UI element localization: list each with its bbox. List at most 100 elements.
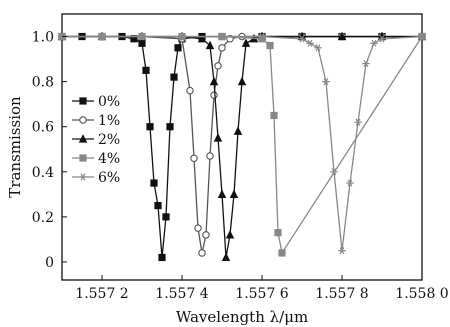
data-point	[138, 32, 146, 41]
y-axis-title: Transmission	[6, 96, 24, 198]
data-point	[158, 253, 166, 262]
star-stroke	[299, 35, 305, 43]
data-point	[205, 40, 215, 50]
data-point	[330, 168, 338, 176]
data-point	[206, 152, 214, 160]
y-tick-label: 0.2	[32, 210, 54, 226]
data-point	[79, 116, 87, 124]
y-tick-label: 0.6	[32, 120, 54, 136]
x-axis-title: Wavelength λ/μm	[176, 308, 308, 326]
data-point	[98, 32, 106, 41]
legend: 0% 1% 2% 4% 6%	[72, 94, 120, 186]
y-tick-label: 0	[45, 255, 54, 271]
legend-label: 4%	[98, 151, 120, 167]
legend-label: 6%	[98, 170, 120, 186]
star-stroke	[323, 78, 329, 86]
data-point	[270, 111, 278, 120]
star-stroke	[331, 168, 337, 176]
data-point	[194, 224, 202, 232]
star-stroke	[99, 32, 105, 41]
star-stroke	[371, 39, 377, 47]
data-point	[233, 126, 243, 135]
data-point	[217, 189, 227, 198]
star-stroke	[219, 32, 225, 41]
data-point	[218, 32, 226, 41]
data-point	[190, 154, 198, 163]
plot-layer	[57, 31, 427, 262]
x-tick-label: 1.557 6	[235, 286, 289, 302]
legend-entry: 0%	[72, 94, 120, 110]
x-tick-label: 1.557 8	[315, 286, 368, 302]
data-point	[142, 66, 150, 74]
star-stroke	[419, 32, 425, 41]
data-point	[221, 252, 231, 262]
data-point	[229, 189, 239, 198]
legend-label: 0%	[98, 94, 120, 110]
data-point	[370, 39, 378, 47]
data-point	[314, 44, 322, 52]
data-point	[418, 32, 426, 41]
data-point	[258, 32, 266, 41]
star-stroke	[379, 35, 385, 43]
legend-label: 1%	[98, 113, 120, 129]
data-point	[170, 73, 178, 81]
data-point	[338, 247, 346, 255]
axes-layer: 1.557 2 1.557 4 1.557 6 1.557 8 1.558 0 0 0.2 0…	[32, 30, 449, 302]
data-point	[186, 86, 194, 95]
y-tick-label: 0.8	[32, 75, 54, 91]
data-point	[162, 213, 170, 221]
data-point	[346, 179, 354, 187]
data-point	[274, 229, 282, 237]
data-point	[237, 76, 247, 86]
data-point	[354, 118, 362, 126]
data-point	[218, 44, 226, 52]
data-point	[225, 230, 235, 239]
data-point	[178, 32, 186, 41]
data-point	[214, 62, 222, 70]
data-point	[213, 133, 223, 142]
data-point	[79, 154, 87, 162]
star-stroke	[355, 118, 361, 126]
data-point	[378, 35, 386, 43]
data-point	[174, 44, 182, 52]
data-point	[362, 60, 370, 68]
data-point	[322, 78, 330, 86]
data-point	[198, 249, 206, 257]
data-point	[337, 31, 347, 41]
data-point	[197, 33, 207, 43]
data-point	[79, 173, 87, 181]
data-point	[298, 35, 306, 43]
data-point	[79, 97, 87, 105]
star-stroke	[80, 173, 86, 181]
data-point	[266, 41, 274, 50]
data-point	[241, 38, 251, 47]
y-tick-label: 1.0	[32, 30, 54, 46]
data-point	[166, 123, 174, 131]
legend-label: 2%	[98, 132, 120, 148]
star-stroke	[307, 39, 313, 47]
data-point	[150, 179, 158, 187]
data-point	[209, 76, 219, 86]
x-tick-label: 1.558 0	[395, 286, 448, 302]
x-tick-label: 1.557 2	[75, 286, 128, 302]
plot-frame	[61, 13, 423, 281]
data-point	[138, 39, 146, 47]
data-point	[130, 35, 138, 43]
legend-entry: 1%	[72, 113, 120, 129]
data-point	[210, 91, 218, 99]
star-stroke	[259, 32, 265, 41]
data-point	[78, 134, 88, 143]
y-tick-label: 0.4	[32, 165, 54, 181]
star-stroke	[363, 60, 369, 68]
data-point	[278, 249, 286, 257]
x-tick-label: 1.557 4	[155, 286, 209, 302]
star-stroke	[179, 32, 185, 41]
data-point	[154, 202, 162, 210]
data-point	[146, 123, 154, 131]
series-4	[58, 32, 426, 255]
legend-entry: 6%	[72, 170, 120, 186]
star-stroke	[315, 44, 321, 52]
data-point	[306, 39, 314, 47]
data-point	[202, 231, 210, 239]
